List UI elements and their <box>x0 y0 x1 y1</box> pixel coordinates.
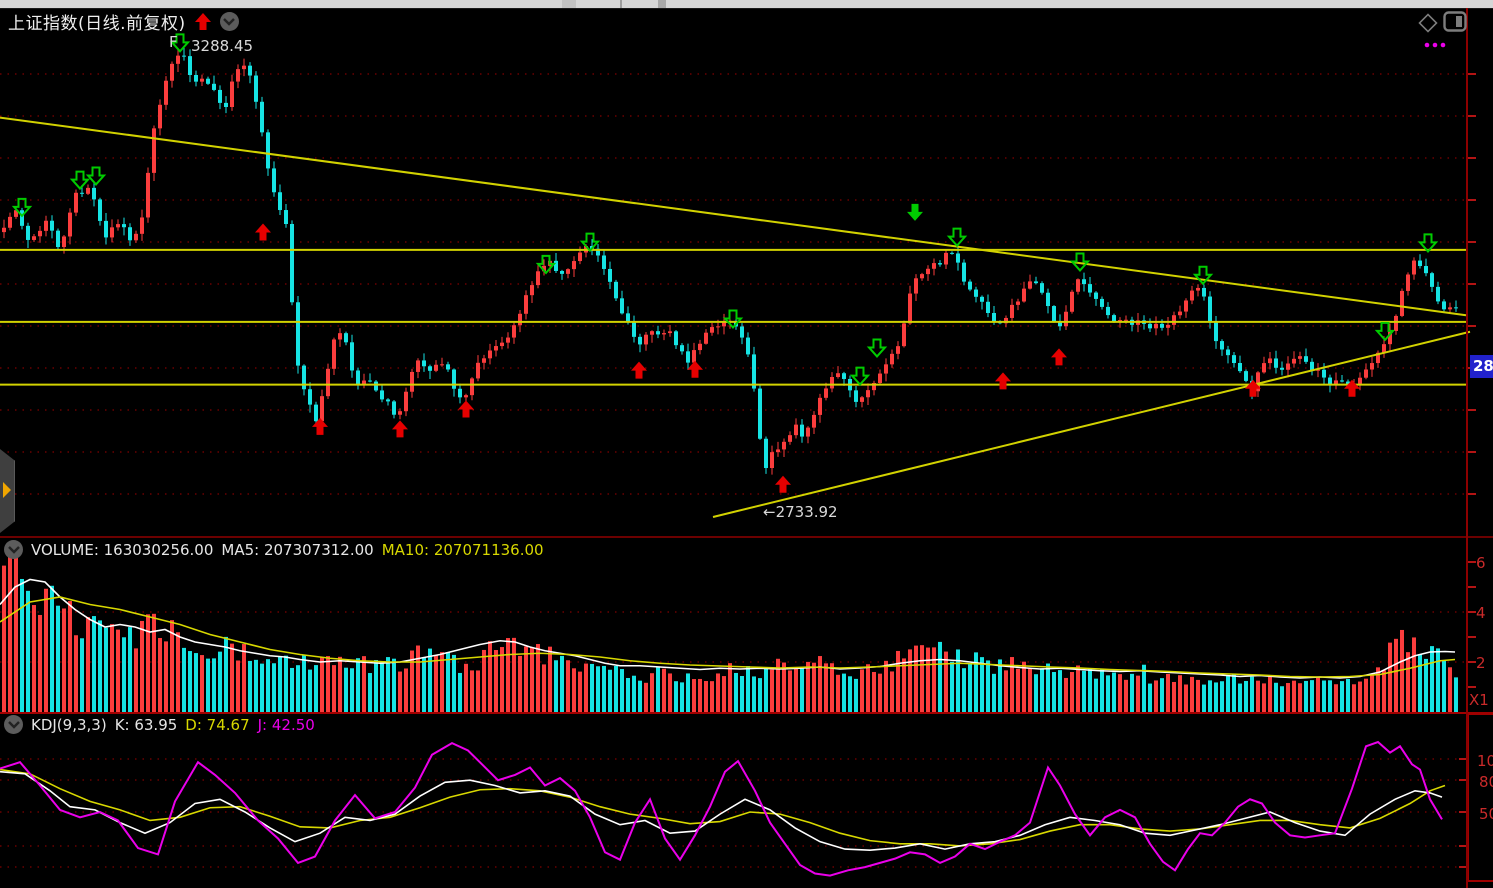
volume-axis-label: 6 <box>1476 554 1486 572</box>
trough-price-label: ←2733.92 <box>763 503 838 521</box>
volume-ma10-value: MA10: 207071136.00 <box>381 540 544 559</box>
diamond-icon[interactable] <box>1417 12 1439 38</box>
kdj-j-value: J: 42.50 <box>257 715 315 734</box>
volume-multiplier-label: X1 <box>1469 691 1489 709</box>
toolbar-segment <box>562 0 576 8</box>
panel-toggle-icon[interactable] <box>1443 11 1467 36</box>
kdj-k-value: K: 63.95 <box>114 715 178 734</box>
toolbar-divider <box>620 0 622 8</box>
peak-flag-label: F <box>169 33 178 51</box>
chart-title: 上证指数(日线.前复权) <box>8 14 186 34</box>
toolbar-strip <box>0 0 1493 9</box>
kdj-axis-label: 80 <box>1479 773 1493 791</box>
price-tag: 288 <box>1470 355 1493 378</box>
chevron-down-circle-icon[interactable] <box>219 12 239 31</box>
collapse-panel-icon[interactable] <box>4 540 23 559</box>
toolbar-segment <box>658 0 666 8</box>
ellipsis-dots-icon[interactable] <box>1423 34 1449 53</box>
peak-price-label: 3288.45 <box>191 37 254 55</box>
right-axis-line <box>1466 8 1468 888</box>
volume-axis-label: 4 <box>1476 604 1486 622</box>
flyout-handle[interactable] <box>0 449 15 533</box>
volume-value: VOLUME: 163030256.00 <box>31 540 214 559</box>
kdj-name: KDJ(9,3,3) <box>31 715 107 734</box>
volume-axis-label: 2 <box>1476 654 1486 672</box>
kdj-axis-label: 50 <box>1479 805 1493 823</box>
kdj-axis-label: 100 <box>1477 752 1493 770</box>
kdj-d-value: D: 74.67 <box>185 715 250 734</box>
up-arrow-icon[interactable] <box>194 12 212 31</box>
triangle-right-icon <box>3 482 11 498</box>
collapse-panel-icon[interactable] <box>4 715 23 734</box>
volume-ma5-value: MA5: 207307312.00 <box>221 540 374 559</box>
